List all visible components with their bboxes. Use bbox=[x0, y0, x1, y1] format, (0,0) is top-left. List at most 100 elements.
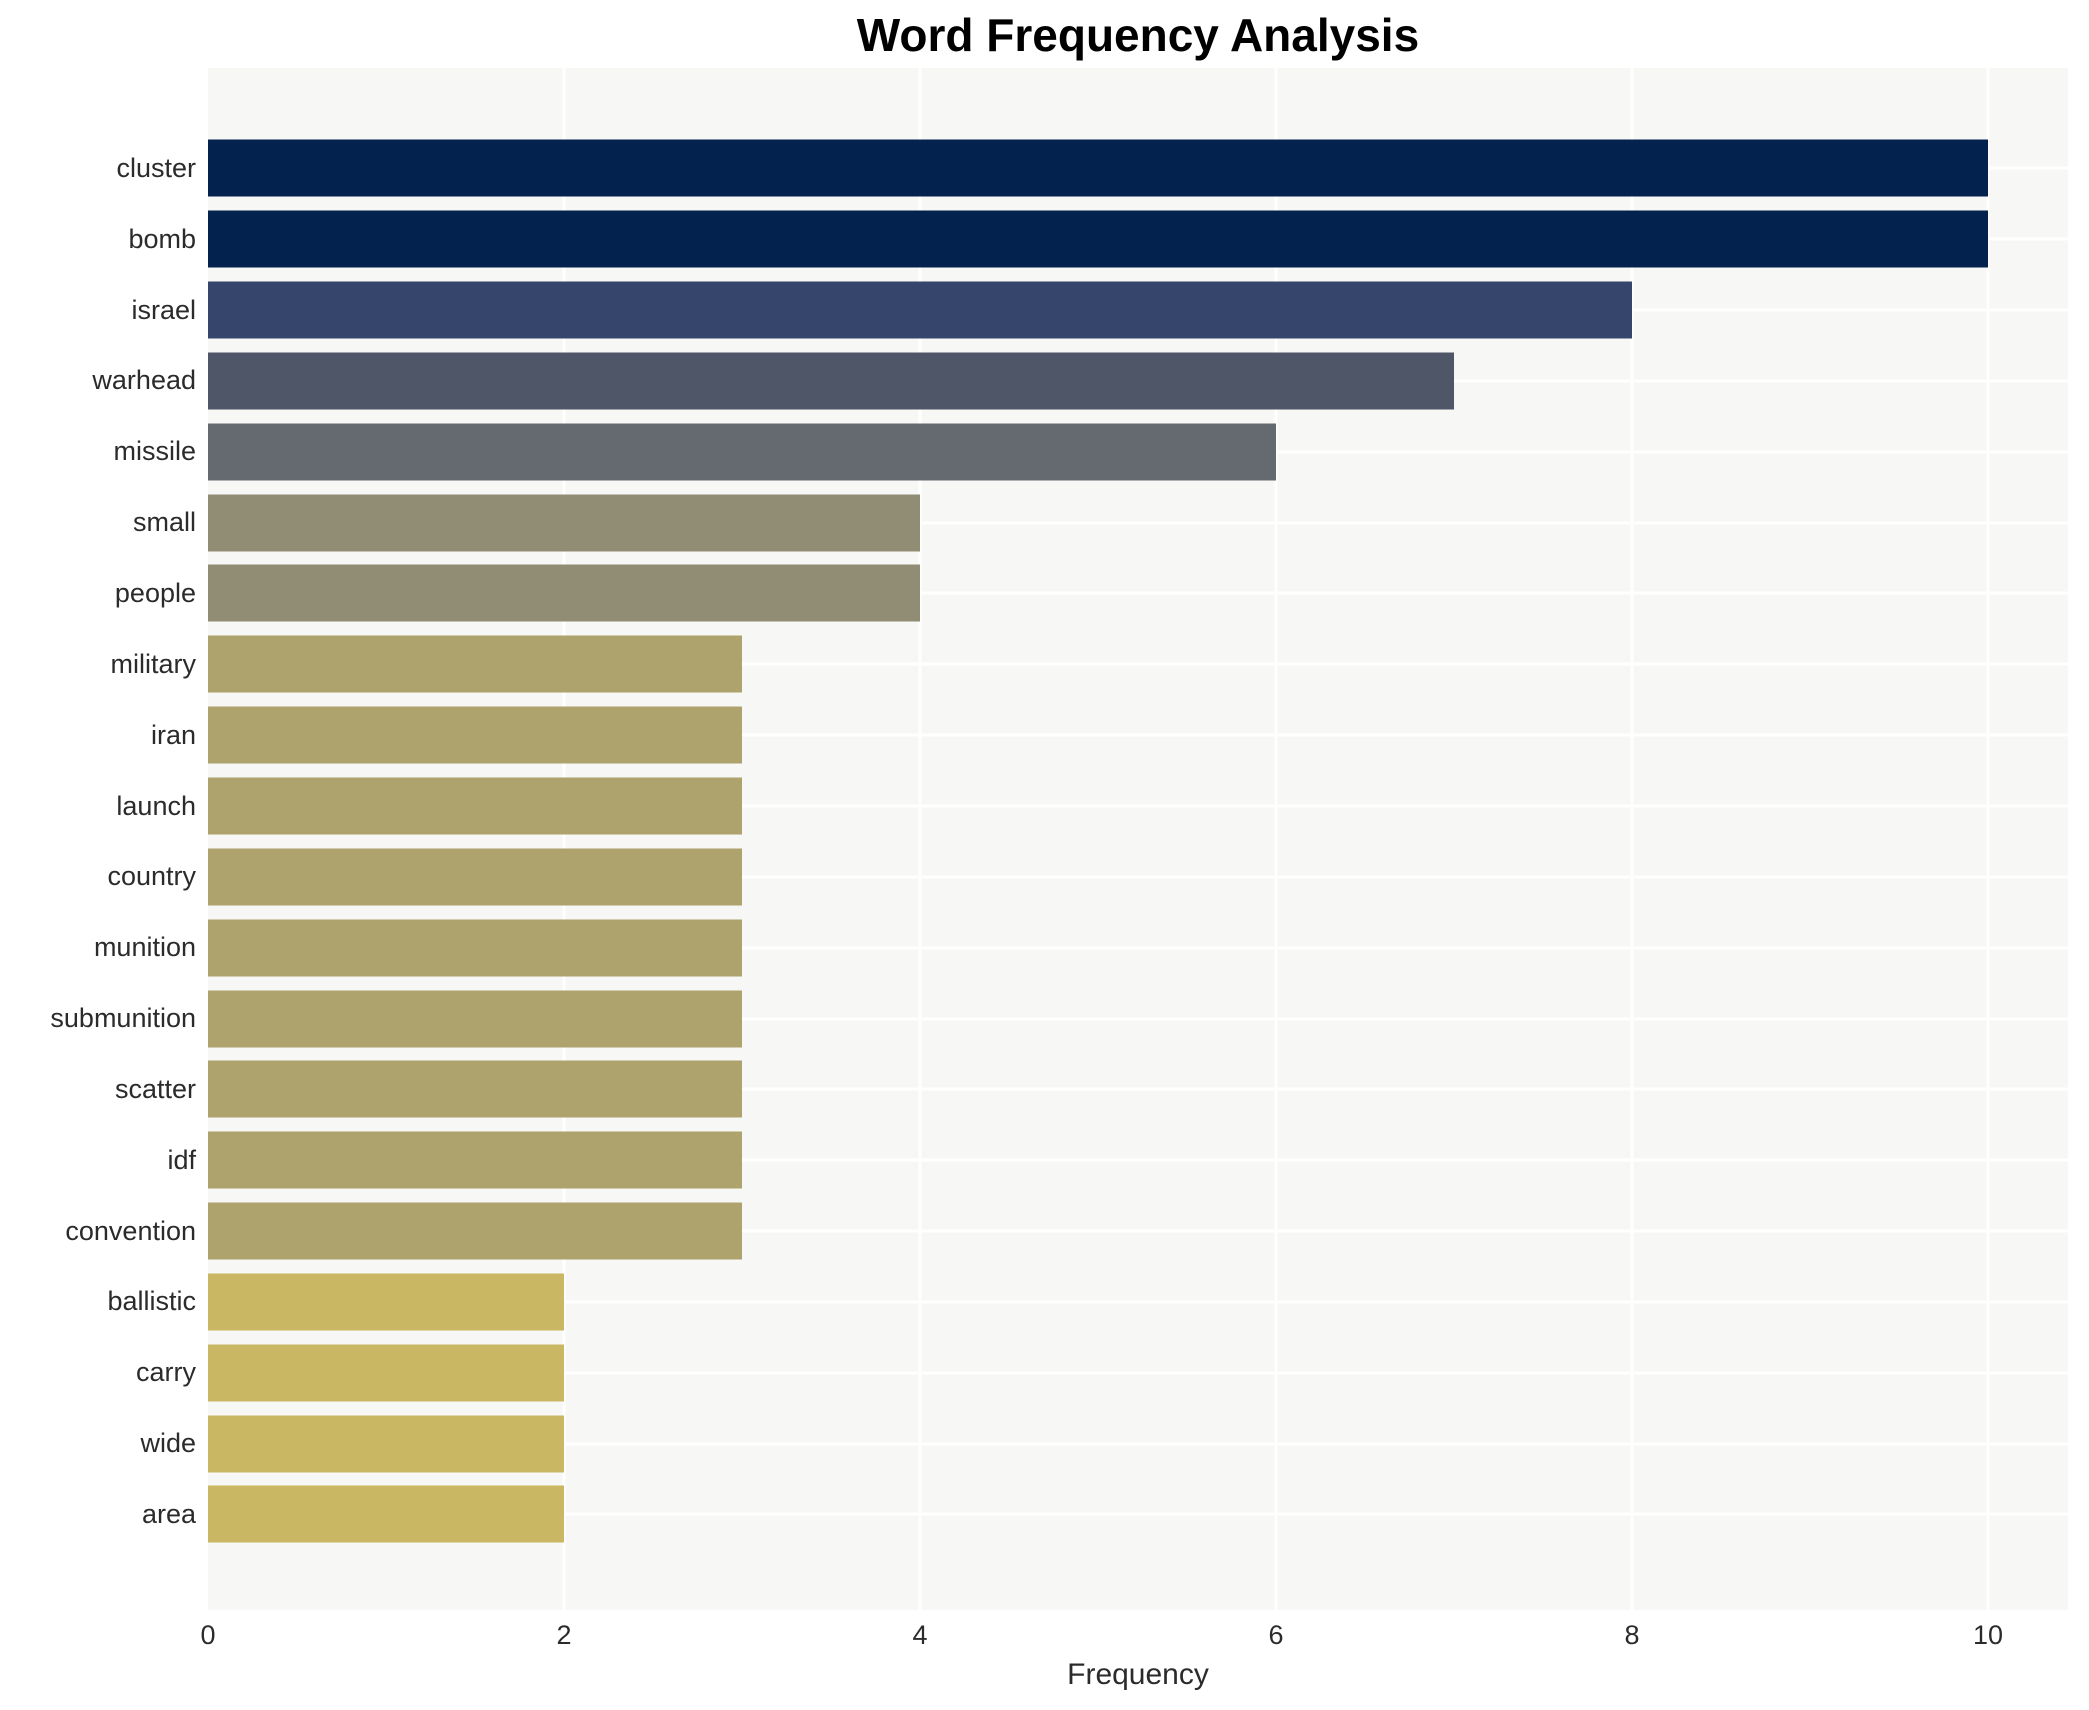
y-axis-label-scatter: scatter bbox=[114, 1073, 196, 1104]
y-axis-label-israel: israel bbox=[131, 294, 196, 325]
y-axis-label-ballistic: ballistic bbox=[107, 1286, 196, 1317]
y-label-row: missile bbox=[0, 416, 196, 487]
bar-row-munition bbox=[208, 912, 2068, 983]
y-label-row: israel bbox=[0, 275, 196, 346]
h-gridline bbox=[208, 1371, 2068, 1375]
y-axis-label-country: country bbox=[107, 861, 196, 892]
bar-row-small bbox=[208, 487, 2068, 558]
bar-wide bbox=[208, 1415, 564, 1473]
h-gridline bbox=[208, 1512, 2068, 1516]
y-label-row: warhead bbox=[0, 346, 196, 417]
y-label-row: bomb bbox=[0, 204, 196, 275]
bar-warhead bbox=[208, 352, 1454, 410]
bar-row-carry bbox=[208, 1337, 2068, 1408]
h-gridline bbox=[208, 521, 2068, 525]
y-label-row: scatter bbox=[0, 1054, 196, 1125]
y-axis-label-carry: carry bbox=[136, 1357, 196, 1388]
x-axis-tick-0: 0 bbox=[200, 1620, 216, 1650]
h-gridline bbox=[208, 946, 2068, 950]
v-gridline bbox=[1630, 68, 1634, 1610]
h-gridline bbox=[208, 1087, 2068, 1091]
x-axis: 0 2 4 6 8 10 bbox=[200, 1614, 2068, 1654]
v-gridline bbox=[918, 68, 922, 1610]
bar-row-area bbox=[208, 1479, 2068, 1550]
h-gridline bbox=[208, 591, 2068, 595]
bar-scatter bbox=[208, 1060, 742, 1118]
bar-row-ballistic bbox=[208, 1267, 2068, 1338]
bar-row-cluster bbox=[208, 133, 2068, 204]
y-axis-label-cluster: cluster bbox=[116, 152, 196, 183]
bar-missile bbox=[208, 423, 1276, 481]
y-axis-label-idf: idf bbox=[167, 1144, 196, 1175]
bar-ballistic bbox=[208, 1273, 564, 1331]
y-axis-label-people: people bbox=[114, 577, 196, 608]
h-gridline bbox=[208, 1300, 2068, 1304]
h-gridline bbox=[208, 662, 2068, 666]
x-axis-tick-10: 10 bbox=[1972, 1620, 2004, 1650]
y-label-row: submunition bbox=[0, 983, 196, 1054]
y-label-row: wide bbox=[0, 1408, 196, 1479]
y-axis-label-military: military bbox=[110, 648, 197, 679]
bar-iran bbox=[208, 706, 742, 764]
y-axis-label-warhead: warhead bbox=[92, 365, 196, 396]
y-label-row: ballistic bbox=[0, 1267, 196, 1338]
y-axis-label-submunition: submunition bbox=[50, 1003, 196, 1034]
bar-convention bbox=[208, 1202, 742, 1260]
bar-row-launch bbox=[208, 771, 2068, 842]
y-axis-label-munition: munition bbox=[93, 932, 196, 963]
y-label-row: military bbox=[0, 629, 197, 700]
bar-row-missile bbox=[208, 416, 2068, 487]
bar-row-wide bbox=[208, 1408, 2068, 1479]
h-gridline bbox=[208, 733, 2068, 737]
y-axis-label-launch: launch bbox=[116, 790, 196, 821]
bar-row-people bbox=[208, 558, 2068, 629]
bar-area bbox=[208, 1485, 564, 1543]
v-gridline bbox=[562, 68, 566, 1610]
bar-row-scatter bbox=[208, 1054, 2068, 1125]
bar-row-bomb bbox=[208, 204, 2068, 275]
y-axis-label-wide: wide bbox=[140, 1428, 196, 1459]
y-axis-label-small: small bbox=[132, 507, 196, 538]
bar-country bbox=[208, 848, 742, 906]
h-gridline bbox=[208, 875, 2068, 879]
y-axis-label-area: area bbox=[141, 1498, 196, 1529]
plot-area bbox=[208, 68, 2068, 1610]
bar-carry bbox=[208, 1344, 564, 1402]
h-gridline bbox=[208, 1158, 2068, 1162]
x-axis-tick-6: 6 bbox=[1268, 1620, 1284, 1650]
y-axis-label-convention: convention bbox=[65, 1215, 196, 1246]
bar-people bbox=[208, 564, 920, 622]
y-axis-labels: cluster bomb israel warhead missile small peop… bbox=[0, 133, 196, 1550]
v-gridline bbox=[1986, 68, 1990, 1610]
bar-row-military bbox=[208, 629, 2068, 700]
y-label-row: convention bbox=[0, 1196, 196, 1267]
y-label-row: munition bbox=[0, 912, 196, 983]
y-label-row: launch bbox=[0, 771, 196, 842]
bar-row-warhead bbox=[208, 346, 2068, 417]
bar-military bbox=[208, 635, 742, 693]
y-label-row: small bbox=[0, 487, 196, 558]
y-label-row: idf bbox=[0, 1125, 196, 1196]
y-axis-label-bomb: bomb bbox=[128, 223, 196, 254]
y-axis-label-missile: missile bbox=[113, 436, 196, 467]
x-axis-title: Frequency bbox=[1067, 1658, 1209, 1691]
y-label-row: iran bbox=[0, 700, 196, 771]
x-axis-tick-8: 8 bbox=[1624, 1620, 1640, 1650]
x-axis-tick-2: 2 bbox=[556, 1620, 572, 1650]
y-axis-label-iran: iran bbox=[150, 719, 196, 750]
bar-row-idf bbox=[208, 1125, 2068, 1196]
y-label-row: area bbox=[0, 1479, 196, 1550]
chart-title: Word Frequency Analysis bbox=[856, 9, 1420, 61]
bar-munition bbox=[208, 919, 742, 977]
bar-row-submunition bbox=[208, 983, 2068, 1054]
bar-small bbox=[208, 494, 920, 552]
bar-rows bbox=[208, 133, 2068, 1550]
y-label-row: carry bbox=[0, 1337, 196, 1408]
y-label-row: cluster bbox=[0, 133, 196, 204]
x-axis-tick-4: 4 bbox=[912, 1620, 928, 1650]
bar-submunition bbox=[208, 990, 742, 1048]
bar-row-israel bbox=[208, 275, 2068, 346]
bar-launch bbox=[208, 777, 742, 835]
bar-cluster bbox=[208, 139, 1988, 197]
